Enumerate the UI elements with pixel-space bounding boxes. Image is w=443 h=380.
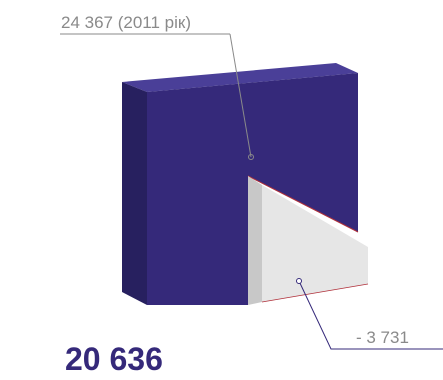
cut-edge bbox=[247, 175, 359, 233]
top-leader bbox=[229, 33, 252, 158]
block-side bbox=[122, 82, 147, 305]
removed-front bbox=[262, 185, 368, 302]
top-dot bbox=[248, 154, 254, 160]
block-top bbox=[122, 63, 358, 92]
top-label: 24 367 (2011 рік) bbox=[61, 13, 191, 32]
delta-dot bbox=[296, 278, 302, 284]
delta-label: - 3 731 bbox=[356, 328, 409, 347]
result: 20 636 bbox=[65, 341, 163, 377]
block-front bbox=[147, 73, 358, 305]
removed-base bbox=[261, 283, 369, 303]
removed-side bbox=[248, 176, 262, 305]
delta-leader bbox=[298, 280, 443, 350]
